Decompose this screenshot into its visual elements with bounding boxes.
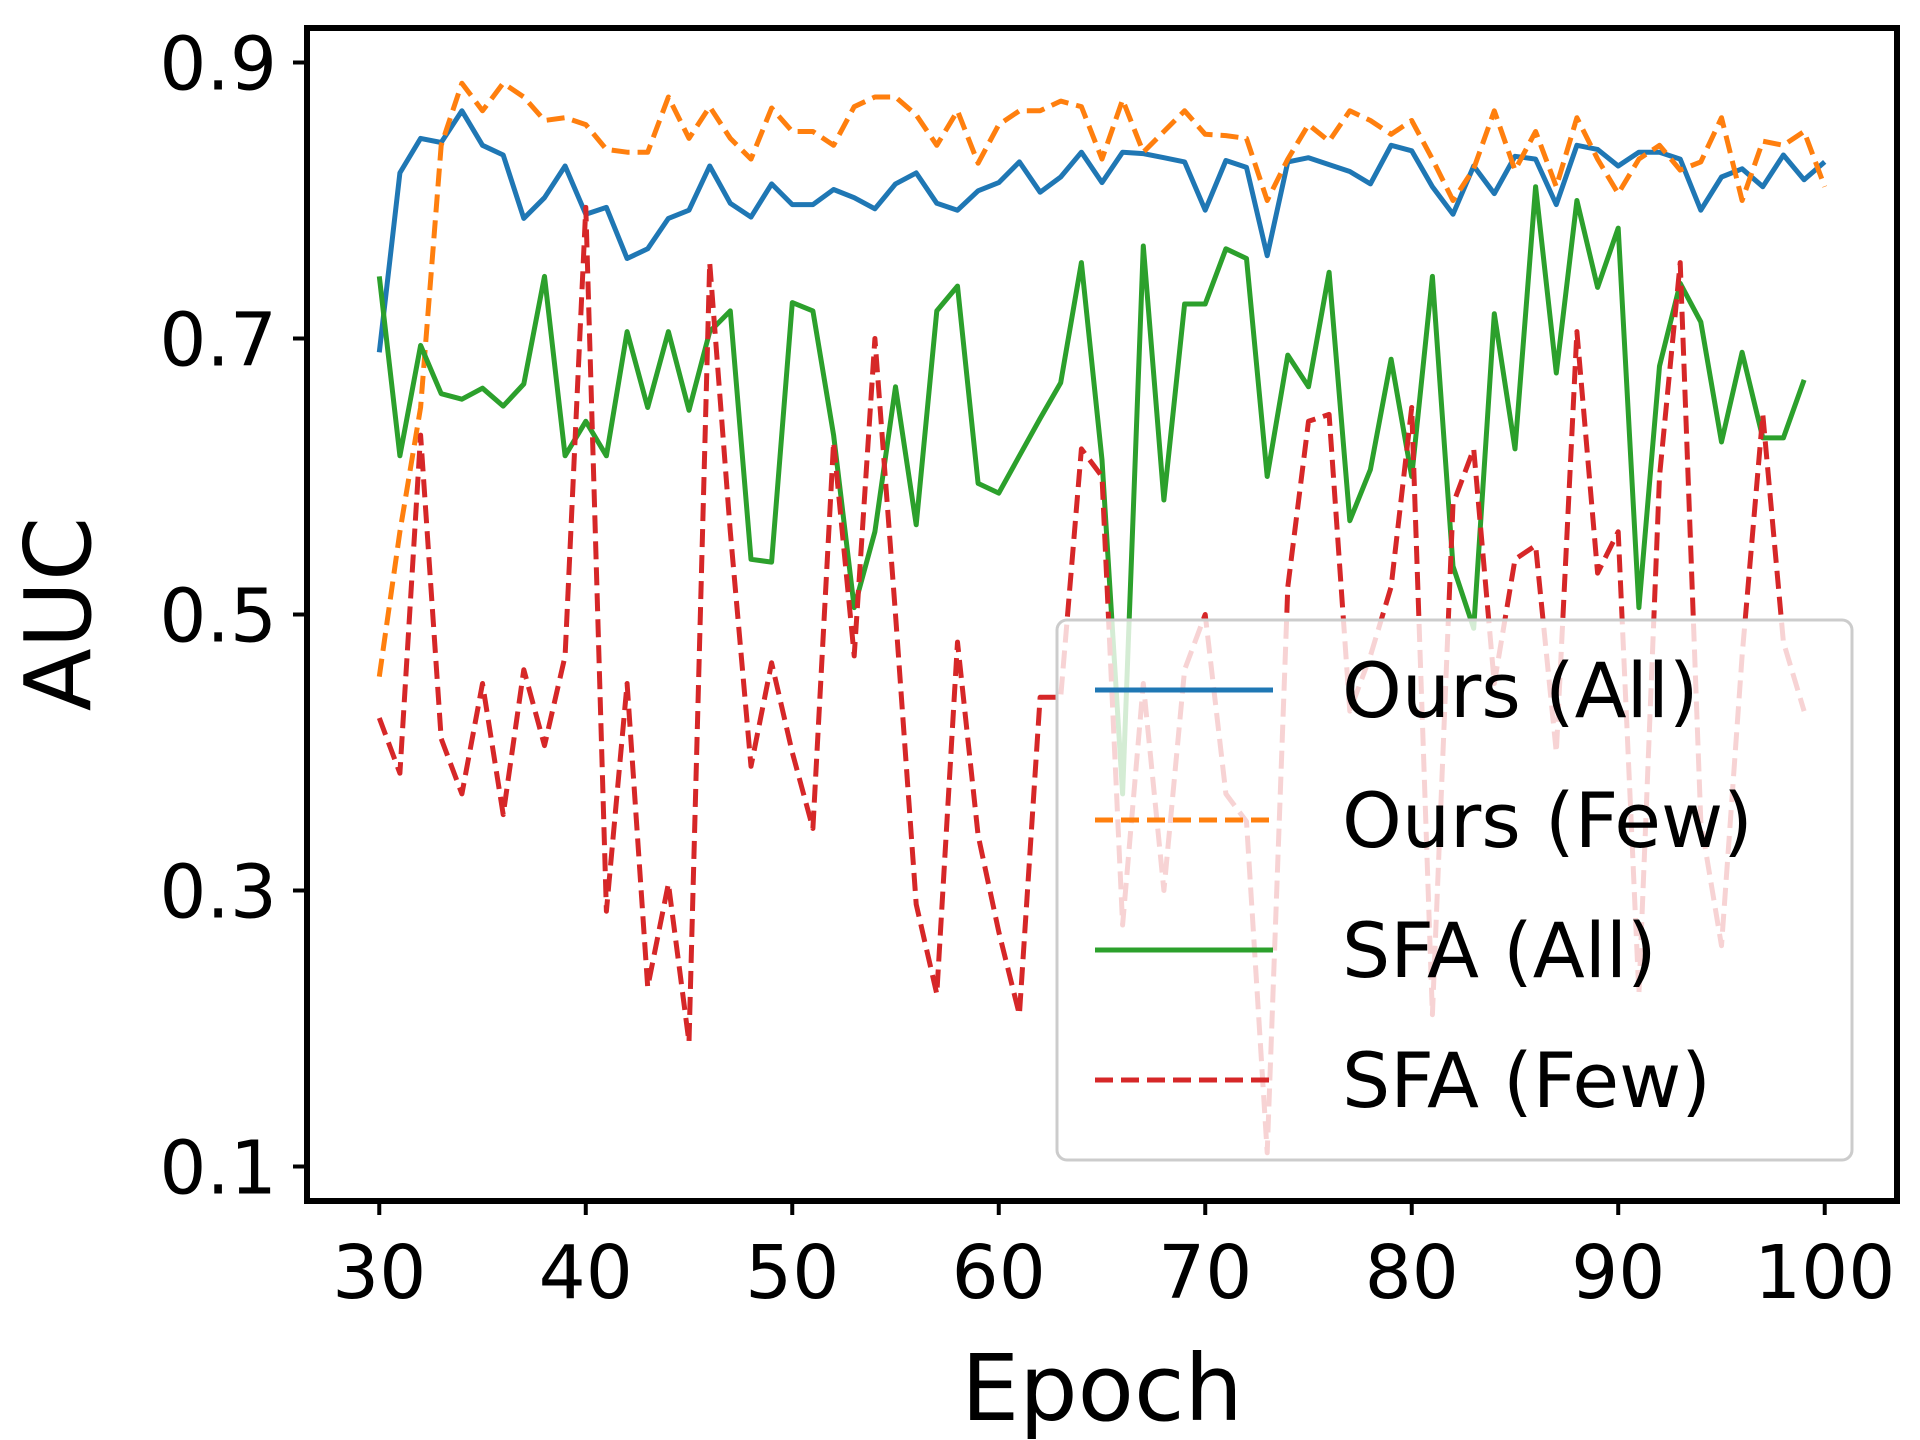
- x-tick-label: 40: [539, 1230, 633, 1316]
- x-tick-label: 100: [1754, 1230, 1895, 1316]
- y-tick-label: 0.1: [159, 1126, 277, 1212]
- x-tick-label: 60: [952, 1230, 1046, 1316]
- x-tick-label: 80: [1365, 1230, 1459, 1316]
- x-axis-title: Epoch: [961, 1335, 1243, 1440]
- legend-label-sfa-few: SFA (Few): [1342, 1036, 1711, 1125]
- y-axis-title: AUC: [5, 517, 112, 712]
- legend-label-ours-all: Ours (All): [1342, 646, 1699, 735]
- legend-entries: Ours (All) Ours (Few) SFA (All) SFA (Few): [1095, 646, 1753, 1125]
- y-axis-ticks: 0.1 0.3 0.5 0.7 0.9: [159, 22, 307, 1212]
- x-tick-label: 90: [1571, 1230, 1665, 1316]
- legend-label-sfa-all: SFA (All): [1342, 906, 1657, 995]
- x-tick-label: 30: [332, 1230, 426, 1316]
- series-line-ours-few: [376, 80, 1828, 677]
- x-axis-ticks: 30 40 50 60 70 80 90 100: [332, 1201, 1895, 1316]
- series-layer: [376, 80, 1828, 1156]
- x-tick-label: 50: [745, 1230, 839, 1316]
- legend: Ours (All) Ours (Few) SFA (All) SFA (Few): [1055, 618, 1854, 1162]
- y-tick-label: 0.7: [159, 298, 277, 384]
- y-tick-label: 0.3: [159, 850, 277, 936]
- x-tick-label: 70: [1158, 1230, 1252, 1316]
- y-tick-label: 0.9: [159, 22, 277, 108]
- series-line-ours-all: [376, 108, 1827, 353]
- legend-label-ours-few: Ours (Few): [1342, 776, 1753, 865]
- legend-box: [1055, 618, 1854, 1162]
- y-tick-label: 0.5: [159, 574, 277, 660]
- series-line-sfa-all: [376, 184, 1807, 797]
- series-line-sfa-few: [376, 204, 1807, 1156]
